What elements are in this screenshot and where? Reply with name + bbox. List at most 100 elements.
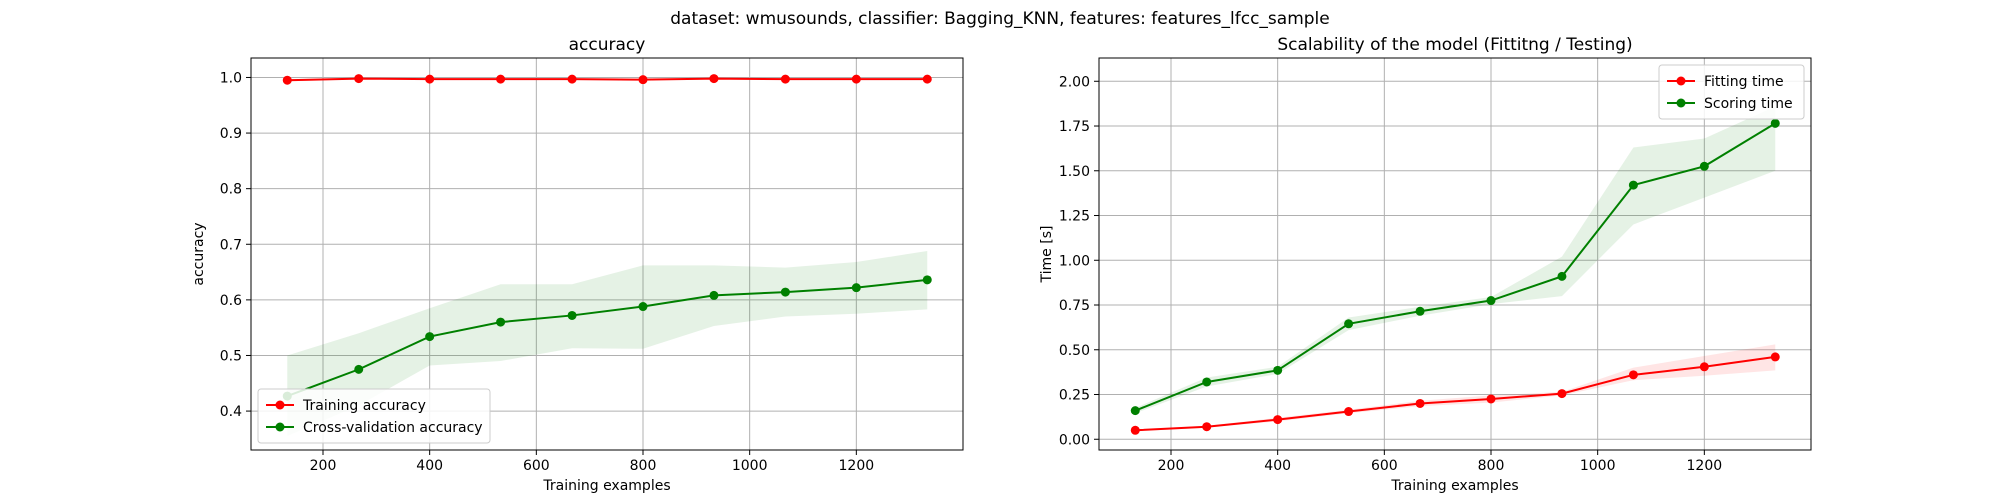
accuracy-title: accuracy — [569, 35, 646, 55]
scalability-scoring-time-point — [1770, 118, 1780, 128]
scalability-y-tick-label: 1.00 — [1059, 253, 1090, 269]
scalability-y-tick-label: 1.75 — [1059, 119, 1090, 135]
accuracy-cross-validation-accuracy-point — [567, 310, 577, 320]
accuracy-legend-cross-validation-accuracy-marker — [275, 422, 285, 432]
scalability-y-axis-label: Time [s] — [1039, 226, 1055, 284]
scalability-x-tick-label: 800 — [1478, 458, 1505, 474]
scalability-chart: 200 400 600 800 1000 1200 0.00 0.25 0.50 0.75 1.00… — [1039, 35, 1812, 494]
accuracy-y-tick-label: 0.6 — [220, 293, 242, 309]
scalability-legend-fitting-time-label: Fitting time — [1704, 74, 1784, 90]
accuracy-training-accuracy-point — [496, 74, 506, 84]
scalability-scoring-time-band — [1135, 106, 1776, 414]
accuracy-y-tick-label: 0.8 — [220, 182, 242, 198]
accuracy-training-accuracy-point — [567, 74, 577, 84]
accuracy-x-tick-label: 800 — [630, 458, 657, 474]
accuracy-cross-validation-accuracy-point — [354, 364, 364, 374]
scalability-scoring-time-point — [1699, 161, 1709, 171]
scalability-scoring-time-point — [1344, 319, 1354, 329]
accuracy-plot-area — [251, 58, 963, 450]
scalability-scoring-time-point — [1415, 306, 1425, 316]
accuracy-cross-validation-accuracy-line — [286, 278, 928, 398]
accuracy-y-tick-label: 0.4 — [220, 404, 242, 420]
accuracy-cross-validation-accuracy-band — [287, 250, 928, 437]
figure-suptitle: dataset: wmusounds, classifier: Bagging_… — [670, 9, 1329, 29]
scalability-scoring-time-point — [1130, 406, 1140, 416]
accuracy-cross-validation-accuracy-point — [922, 275, 932, 285]
scalability-x-tick-label: 200 — [1158, 458, 1185, 474]
scalability-x-axis-label: Training examples — [1390, 478, 1518, 494]
scalability-x-tick-label: 600 — [1371, 458, 1398, 474]
accuracy-training-accuracy-point — [922, 74, 932, 84]
scalability-scoring-time-point — [1273, 365, 1283, 375]
accuracy-y-tick-label: 1.0 — [220, 70, 242, 86]
scalability-legend-scoring-time-label: Scoring time — [1704, 96, 1793, 112]
accuracy-x-tick-label: 200 — [310, 458, 337, 474]
scalability-series-group — [1130, 106, 1780, 435]
accuracy-y-tick-label: 0.5 — [220, 348, 242, 364]
accuracy-cross-validation-accuracy-point — [709, 290, 719, 300]
accuracy-training-accuracy-point — [851, 74, 861, 84]
accuracy-cross-validation-accuracy-point — [496, 317, 506, 327]
accuracy-chart: 200 400 600 800 1000 1200 0.4 0.5 0.6 0.7 0.8 0.9 1.… — [191, 35, 964, 494]
accuracy-series-group — [282, 74, 932, 437]
scalability-x-tick-label: 1200 — [1687, 458, 1723, 474]
scalability-fitting-time-point — [1273, 415, 1283, 425]
scalability-y-tick-label: 1.25 — [1059, 209, 1090, 225]
accuracy-cross-validation-accuracy-point — [425, 332, 435, 342]
scalability-scoring-time-line — [1134, 122, 1776, 412]
accuracy-y-tick-label: 0.9 — [220, 126, 242, 142]
scalability-y-tick-label: 1.50 — [1059, 164, 1090, 180]
accuracy-training-accuracy-point — [282, 75, 292, 85]
accuracy-x-tick-label: 400 — [416, 458, 443, 474]
scalability-fitting-time-point — [1415, 398, 1425, 408]
scalability-scoring-time-point — [1557, 271, 1567, 281]
accuracy-legend: Training accuracy Cross-validation accura… — [257, 388, 491, 444]
scalability-fitting-time-point — [1202, 422, 1212, 432]
scalability-scoring-time-point — [1486, 296, 1496, 306]
scalability-legend-box — [1658, 64, 1805, 120]
scalability-plot-area — [1099, 58, 1811, 450]
scalability-axes-frame — [1098, 57, 1812, 451]
accuracy-legend-training-accuracy-marker — [275, 400, 285, 410]
scalability-x-tick-label: 400 — [1264, 458, 1291, 474]
accuracy-training-accuracy-point — [354, 74, 364, 84]
accuracy-x-tick-label: 1200 — [839, 458, 875, 474]
scalability-fitting-time-point — [1344, 407, 1354, 417]
scalability-fitting-time-point — [1486, 394, 1496, 404]
scalability-fitting-time-line — [1135, 355, 1776, 432]
scalability-y-tick-label: 2.00 — [1059, 74, 1090, 90]
scalability-fitting-time-point — [1557, 389, 1567, 399]
accuracy-x-tick-label: 1000 — [732, 458, 768, 474]
scalability-y-tick-label: 0.25 — [1059, 388, 1090, 404]
scalability-fitting-time-point — [1770, 352, 1780, 362]
accuracy-training-accuracy-point — [638, 75, 648, 85]
scalability-legend: Fitting time Scoring time — [1658, 64, 1805, 120]
scalability-legend-scoring-time-marker — [1676, 98, 1686, 108]
scalability-x-tick-label: 1000 — [1580, 458, 1616, 474]
accuracy-training-accuracy-line — [287, 77, 928, 82]
scalability-fitting-time-point — [1628, 370, 1638, 380]
accuracy-training-accuracy-point — [709, 74, 719, 84]
accuracy-legend-training-accuracy-label: Training accuracy — [302, 398, 426, 414]
scalability-scoring-time-point — [1202, 377, 1212, 387]
accuracy-cross-validation-accuracy-point — [780, 287, 790, 297]
accuracy-y-tick-label: 0.7 — [220, 237, 242, 253]
accuracy-legend-cross-validation-accuracy-label: Cross-validation accuracy — [303, 420, 483, 436]
scalability-y-tick-label: 0.00 — [1059, 432, 1090, 448]
accuracy-legend-box — [257, 388, 491, 444]
scalability-title: Scalability of the model (Fittitng / Tes… — [1277, 35, 1632, 55]
accuracy-x-tick-label: 600 — [523, 458, 550, 474]
accuracy-training-accuracy-point — [425, 74, 435, 84]
scalability-legend-fitting-time-marker — [1676, 76, 1686, 86]
scalability-y-tick-label: 0.50 — [1059, 343, 1090, 359]
accuracy-training-accuracy-point — [780, 74, 790, 84]
accuracy-x-axis-label: Training examples — [542, 478, 670, 494]
scalability-fitting-time-point — [1130, 425, 1140, 435]
scalability-fitting-time-point — [1699, 362, 1709, 372]
accuracy-y-axis-label: accuracy — [191, 222, 207, 285]
accuracy-cross-validation-accuracy-point — [638, 302, 648, 312]
scalability-y-tick-label: 0.75 — [1059, 298, 1090, 314]
scalability-scoring-time-point — [1628, 180, 1638, 190]
accuracy-cross-validation-accuracy-point — [851, 283, 861, 293]
